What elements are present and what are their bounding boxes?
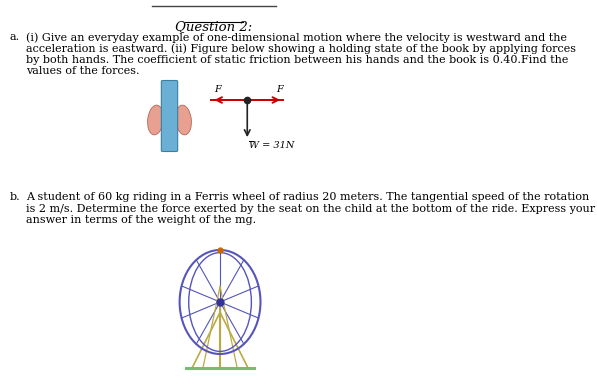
- Ellipse shape: [176, 105, 192, 135]
- Text: A student of 60 kg riding in a Ferris wheel of radius 20 meters. The tangential : A student of 60 kg riding in a Ferris wh…: [26, 192, 590, 202]
- Text: F: F: [276, 85, 284, 94]
- Text: by both hands. The coefficient of static friction between his hands and the book: by both hands. The coefficient of static…: [26, 55, 569, 65]
- Text: Question 2:: Question 2:: [175, 20, 253, 33]
- Text: b.: b.: [10, 192, 20, 202]
- Text: is 2 m/s. Determine the force exerted by the seat on the child at the bottom of : is 2 m/s. Determine the force exerted by…: [26, 203, 596, 214]
- FancyBboxPatch shape: [161, 80, 178, 152]
- Text: values of the forces.: values of the forces.: [26, 67, 140, 76]
- Text: acceleration is eastward. (ii) Figure below showing a holding state of the book : acceleration is eastward. (ii) Figure be…: [26, 44, 577, 54]
- Text: answer in terms of the weight of the mg.: answer in terms of the weight of the mg.: [26, 215, 257, 225]
- Text: W = 31N: W = 31N: [249, 141, 294, 150]
- Text: a.: a.: [10, 32, 20, 42]
- Ellipse shape: [147, 105, 164, 135]
- Text: F: F: [214, 85, 221, 94]
- Text: (i) Give an everyday example of one-dimensional motion where the velocity is wes: (i) Give an everyday example of one-dime…: [26, 32, 567, 42]
